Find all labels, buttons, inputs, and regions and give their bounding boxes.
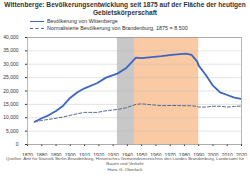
- svg-text:2010: 2010: [222, 152, 233, 156]
- html-text:Quellen: Amt für Statistik Ber: Quellen: Amt für Statistik Berlin-Brande…: [5, 156, 245, 167]
- svg-text:1880: 1880: [36, 152, 47, 156]
- svg-text:15,000: 15,000: [3, 101, 19, 107]
- svg-text:1970: 1970: [165, 152, 176, 156]
- html-text:Normalisierte Bevölkerung von: Normalisierte Bevölkerung von Brandenbur…: [47, 25, 188, 31]
- svg-text:1940: 1940: [122, 152, 133, 156]
- svg-text:1920: 1920: [93, 152, 104, 156]
- svg-text:20,000: 20,000: [3, 88, 19, 94]
- html-text:Bevölkerung von Wittenberge: Bevölkerung von Wittenberge: [47, 18, 118, 24]
- svg-text:1900: 1900: [65, 152, 76, 156]
- svg-text:35,000: 35,000: [3, 47, 19, 53]
- svg-text:2000: 2000: [207, 152, 218, 156]
- svg-text:1930: 1930: [108, 152, 119, 156]
- html-text:Hans G. Oberlack: Hans G. Oberlack: [107, 166, 143, 172]
- svg-text:1990: 1990: [193, 152, 204, 156]
- svg-text:1950: 1950: [136, 152, 147, 156]
- svg-text:1870: 1870: [22, 152, 33, 156]
- svg-text:1960: 1960: [150, 152, 161, 156]
- svg-text:2020: 2020: [236, 152, 247, 156]
- html-text:Wittenberge: Bevölkerungsentwi: Wittenberge: Bevölkerungsentwicklung sei…: [4, 1, 246, 16]
- svg-text:1890: 1890: [50, 152, 61, 156]
- svg-text:30,000: 30,000: [3, 61, 19, 67]
- svg-text:10,000: 10,000: [3, 114, 19, 120]
- svg-text:40,000: 40,000: [3, 34, 19, 40]
- svg-text:5,000: 5,000: [6, 128, 19, 134]
- svg-text:0: 0: [16, 141, 19, 147]
- svg-text:1980: 1980: [179, 152, 190, 156]
- svg-text:25,000: 25,000: [3, 74, 19, 80]
- svg-text:1910: 1910: [79, 152, 90, 156]
